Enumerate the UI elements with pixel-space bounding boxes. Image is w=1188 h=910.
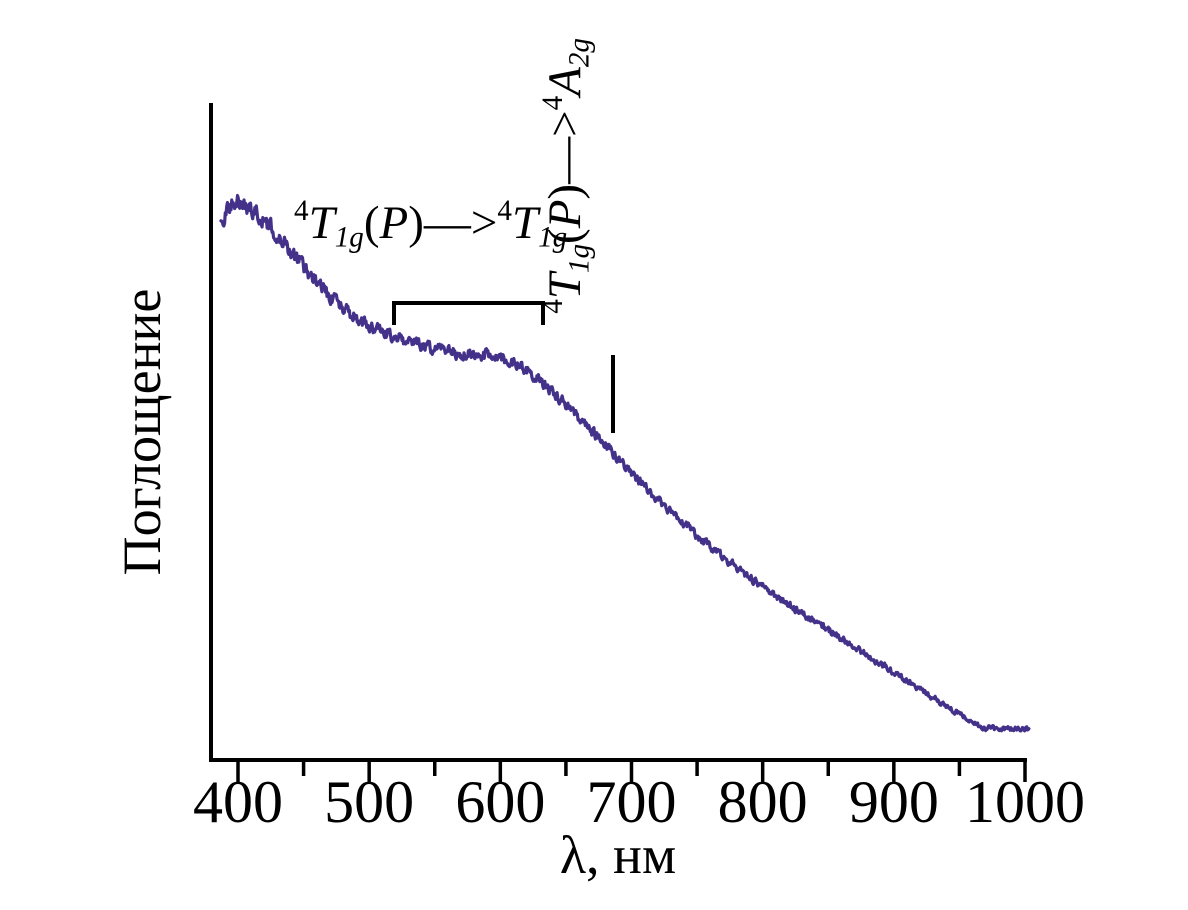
annotation-part: P	[379, 197, 409, 249]
annotation-part: —>	[423, 197, 498, 249]
x-tick-label: 500	[324, 769, 414, 835]
annotation-part: T	[511, 197, 539, 249]
annotation-t1g-p-to-a2g: 4T1g(P)—>4A2g	[537, 38, 596, 314]
annotation-part: 1g	[563, 243, 596, 274]
x-tick-label: 700	[587, 769, 677, 835]
annotation-part: (	[363, 197, 380, 249]
x-tick-label: 1000	[965, 769, 1085, 835]
x-axis-tick-labels: 400 500 600 700 800 900 1000	[193, 769, 1085, 835]
x-axis-title: λ, нм	[560, 825, 676, 885]
x-tick-label: 600	[455, 769, 545, 835]
annotation-part: 4	[536, 95, 569, 111]
annotation-part: T	[308, 197, 335, 249]
transition-bracket-marker	[392, 301, 545, 325]
annotation-part: P	[539, 199, 591, 229]
x-axis-ticks	[236, 760, 1027, 782]
x-tick-label: 900	[849, 769, 939, 835]
annotation-part: (	[539, 228, 591, 244]
annotation-part: 4	[536, 299, 569, 314]
annotation-t1g-p-to-t1g: 4T1g(P)—>4T1g	[294, 196, 567, 252]
annotation-part: T	[539, 273, 591, 300]
x-tick-label: 400	[193, 769, 283, 835]
annotation-part: 4	[497, 194, 512, 227]
annotation-part: A	[539, 67, 591, 96]
annotation-part: 4	[294, 194, 309, 227]
y-axis-title: Поглощение	[112, 289, 172, 576]
annotation-part: )	[408, 197, 424, 249]
absorption-curve	[219, 193, 1031, 733]
annotation-part: 1g	[538, 221, 568, 254]
annotation-part: )	[539, 183, 591, 200]
annotation-part: 1g	[334, 221, 364, 254]
x-tick-label: 800	[718, 769, 808, 835]
annotation-part: —>	[539, 110, 591, 184]
annotation-part: 2g	[563, 38, 596, 68]
